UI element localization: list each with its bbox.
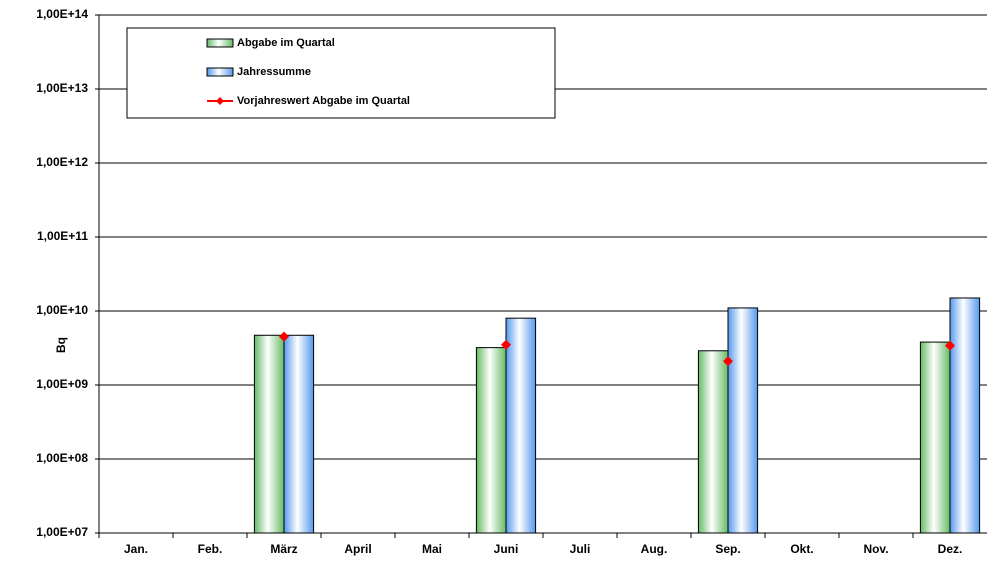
x-tick-label: Feb. [198,542,223,556]
x-tick-label: Mai [422,542,442,556]
legend-box [126,27,556,119]
marker [501,339,511,350]
marker [945,340,955,351]
y-tick-label: 1,00E+13 [36,81,88,95]
x-tick-label: April [344,542,371,556]
x-tick-label: März [270,542,297,556]
bar [253,334,285,534]
bar [505,317,537,534]
bar [949,297,981,534]
y-tick-label: 1,00E+12 [36,155,88,169]
x-tick-label: Jan. [124,542,148,556]
marker [723,356,733,367]
y-tick-label: 1,00E+07 [36,525,88,539]
y-tick-label: 1,00E+11 [37,229,88,243]
x-tick-label: Okt. [790,542,813,556]
legend-swatch [206,67,234,77]
x-tick-label: Dez. [938,542,963,556]
bar [283,334,315,534]
legend-marker [216,97,224,105]
legend-swatch [206,38,234,48]
bar [475,347,507,534]
legend: Abgabe im Quartal Jahressumme Vorjahreswer… [126,27,556,119]
legend-label: Vorjahreswert Abgabe im Quartal [237,95,410,107]
x-tick-label: Juli [570,542,591,556]
legend-label: Jahressumme [237,66,311,78]
y-tick-label: 1,00E+09 [36,377,88,391]
bar [919,341,951,534]
bar [727,307,759,534]
y-axis-label: Bq [54,337,68,353]
y-tick-label: 1,00E+14 [36,7,88,21]
y-tick-label: 1,00E+08 [36,451,88,465]
x-tick-label: Nov. [863,542,888,556]
x-tick-label: Sep. [715,542,740,556]
y-tick-label: 1,00E+10 [36,303,88,317]
x-tick-label: Juni [494,542,519,556]
bar [697,350,729,534]
marker [279,331,289,342]
legend-label: Abgabe im Quartal [237,37,335,49]
x-tick-label: Aug. [641,542,668,556]
